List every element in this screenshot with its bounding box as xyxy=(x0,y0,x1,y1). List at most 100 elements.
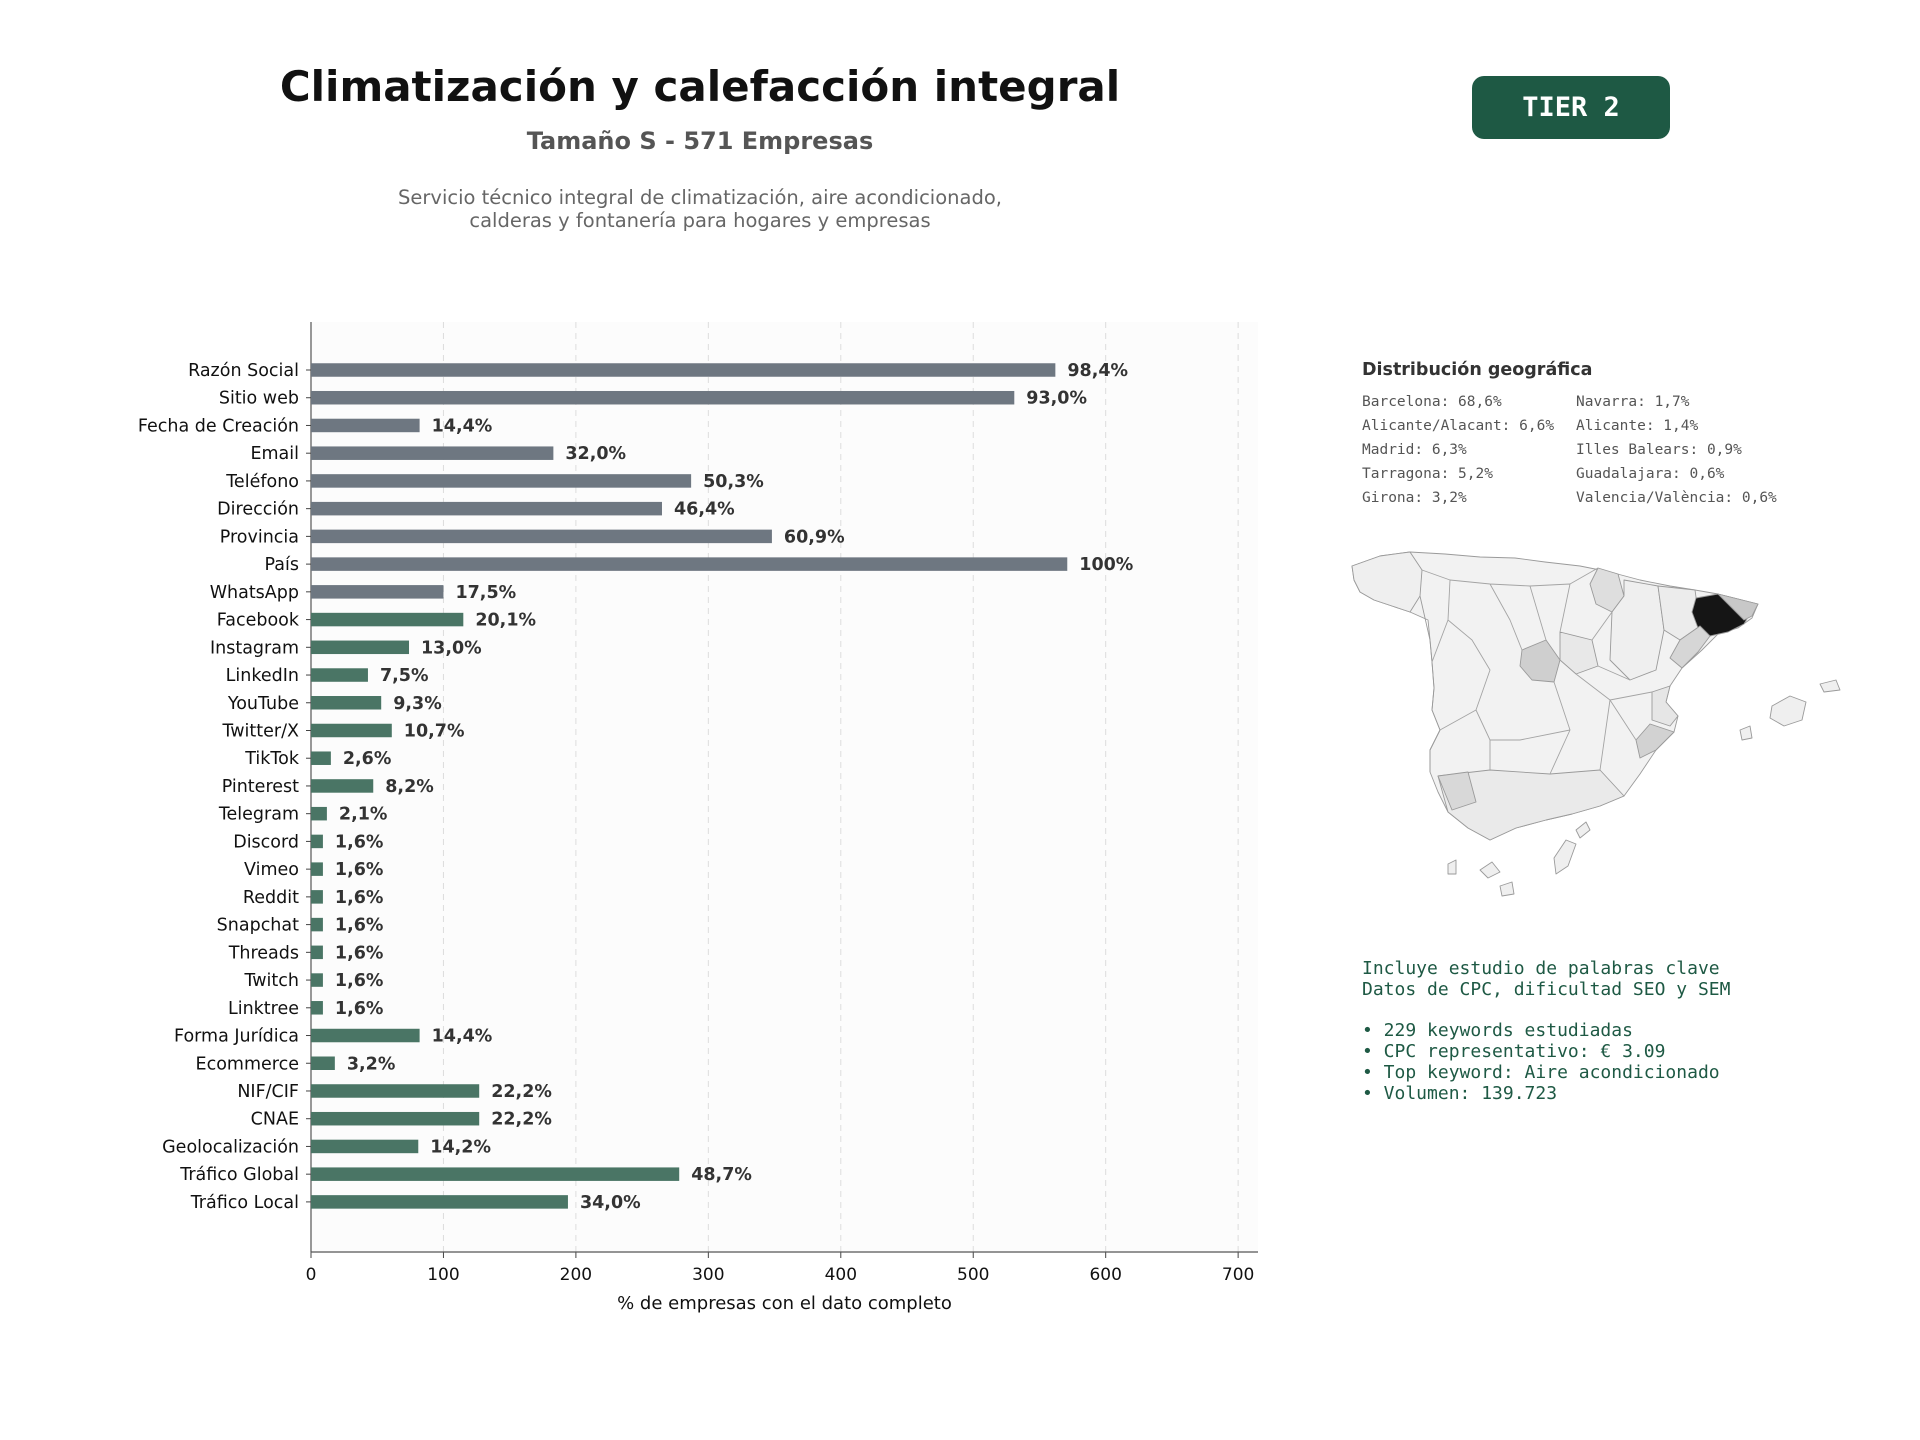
map-island-gran-canaria xyxy=(1499,881,1515,897)
data-label: 20,1% xyxy=(475,611,536,631)
data-label: 1,6% xyxy=(335,943,384,963)
data-label: 14,2% xyxy=(430,1137,491,1157)
bar xyxy=(311,1084,480,1098)
data-label: 1,6% xyxy=(335,971,384,991)
bar xyxy=(311,668,368,682)
bar xyxy=(311,612,464,627)
data-label: 98,4% xyxy=(1067,361,1128,381)
category-label: Linktree xyxy=(228,999,299,1019)
x-tick-label: 100 xyxy=(427,1265,459,1285)
bar xyxy=(311,1195,568,1209)
bar xyxy=(311,1139,419,1154)
page-description: Servicio técnico integral de climatizaci… xyxy=(190,186,1210,232)
map-region-guadalajara xyxy=(1559,631,1599,675)
data-label: 93,0% xyxy=(1026,389,1087,409)
map-island-lanzarote xyxy=(1575,821,1591,839)
category-label: Geolocalización xyxy=(162,1137,299,1157)
data-label: 3,2% xyxy=(347,1054,396,1074)
data-label: 46,4% xyxy=(674,500,735,520)
keyword-bullet: • CPC representativo: € 3.09 xyxy=(1362,1041,1666,1062)
bar xyxy=(311,696,382,710)
x-axis-label: % de empresas con el dato completo xyxy=(617,1293,952,1314)
data-label: 32,0% xyxy=(565,444,626,464)
data-label: 100% xyxy=(1079,555,1133,575)
data-label: 1,6% xyxy=(335,832,384,852)
data-label: 22,2% xyxy=(491,1082,552,1102)
bar xyxy=(311,973,323,987)
data-label: 14,4% xyxy=(432,1027,493,1047)
description-line-1: Servicio técnico integral de climatizaci… xyxy=(398,186,1002,209)
category-label: LinkedIn xyxy=(226,666,299,686)
data-label: 1,6% xyxy=(335,916,384,936)
category-label: Sitio web xyxy=(219,389,299,409)
category-label: Razón Social xyxy=(188,361,299,381)
geo-region-item: Tarragona: 5,2% xyxy=(1362,466,1493,482)
data-label: 2,1% xyxy=(339,805,388,825)
bar xyxy=(311,529,772,544)
category-label: Forma Jurídica xyxy=(174,1027,299,1047)
data-label: 48,7% xyxy=(691,1165,752,1185)
keyword-bullet: • 229 keywords estudiadas xyxy=(1362,1020,1633,1041)
bar xyxy=(311,1167,680,1181)
map-region-tarragona xyxy=(1669,625,1711,669)
bar xyxy=(311,585,444,599)
map-island-la-palma xyxy=(1447,859,1457,875)
keywords-intro-line-2: Datos de CPC, dificultad SEO y SEM xyxy=(1362,979,1731,1000)
geo-region-item: Valencia/València: 0,6% xyxy=(1576,490,1777,506)
bar xyxy=(311,363,1056,377)
geo-region-item: Alicante: 1,4% xyxy=(1576,418,1699,434)
map-internal-borders xyxy=(1421,567,1653,775)
category-label: Provincia xyxy=(220,527,299,547)
category-label: NIF/CIF xyxy=(237,1082,299,1102)
bar xyxy=(311,1028,420,1043)
category-label: Email xyxy=(250,444,299,464)
keywords-intro-line-1: Incluye estudio de palabras clave xyxy=(1362,958,1720,979)
map-region-portugal-border xyxy=(1419,595,1441,772)
bar xyxy=(311,806,327,821)
x-tick-label: 300 xyxy=(692,1265,724,1285)
keyword-bullet: • Top keyword: Aire acondicionado xyxy=(1362,1062,1720,1083)
map-island-fuerteventura xyxy=(1553,839,1577,875)
category-label: TikTok xyxy=(244,749,300,769)
data-label: 2,6% xyxy=(343,749,392,769)
bar xyxy=(311,779,374,793)
category-label: WhatsApp xyxy=(210,583,299,603)
tier-badge: TIER 2 xyxy=(1472,76,1670,139)
geo-region-item: Illes Balears: 0,9% xyxy=(1576,442,1742,458)
bar xyxy=(311,945,323,960)
category-label: CNAE xyxy=(251,1110,299,1130)
map-island-mallorca xyxy=(1769,695,1807,727)
bar xyxy=(311,917,323,932)
data-label: 1,6% xyxy=(335,888,384,908)
category-label: Teléfono xyxy=(225,472,299,492)
category-label: Snapchat xyxy=(217,916,299,936)
bar xyxy=(311,834,323,849)
description-line-2: calderas y fontanería para hogares y emp… xyxy=(469,209,931,232)
bar xyxy=(311,557,1068,571)
x-tick-label: 0 xyxy=(306,1265,317,1285)
map-region-girona xyxy=(1717,593,1759,621)
bar xyxy=(311,1001,323,1015)
category-label: País xyxy=(265,555,299,575)
geo-region-item: Girona: 3,2% xyxy=(1362,490,1467,506)
x-tick-label: 200 xyxy=(560,1265,592,1285)
x-tick-label: 600 xyxy=(1089,1265,1121,1285)
map-region-galicia xyxy=(1351,551,1423,613)
bar xyxy=(311,390,1015,405)
map-island-tenerife xyxy=(1479,861,1501,879)
category-label: Twitch xyxy=(243,971,299,991)
data-label: 60,9% xyxy=(784,527,845,547)
category-label: Telegram xyxy=(218,805,299,825)
spain-map xyxy=(1351,551,1841,897)
geo-region-list: Barcelona: 68,6% Navarra: 1,7% Alicante/… xyxy=(1362,394,1882,506)
category-label: Twitter/X xyxy=(221,721,299,741)
geo-region-item: Alicante/Alacant: 6,6% xyxy=(1362,418,1555,434)
category-label: Vimeo xyxy=(244,860,299,880)
category-label: Ecommerce xyxy=(196,1054,299,1074)
geo-region-item: Guadalajara: 0,6% xyxy=(1576,466,1725,482)
data-label: 9,3% xyxy=(393,694,442,714)
keywords-panel: Incluye estudio de palabras clave Datos … xyxy=(1362,958,1902,1104)
data-label: 10,7% xyxy=(404,721,465,741)
map-island-menorca xyxy=(1819,679,1841,693)
completeness-bar-chart: 0 100 200 300 400 500 600 700 Razón Social 98,4% S… xyxy=(138,322,1258,1314)
